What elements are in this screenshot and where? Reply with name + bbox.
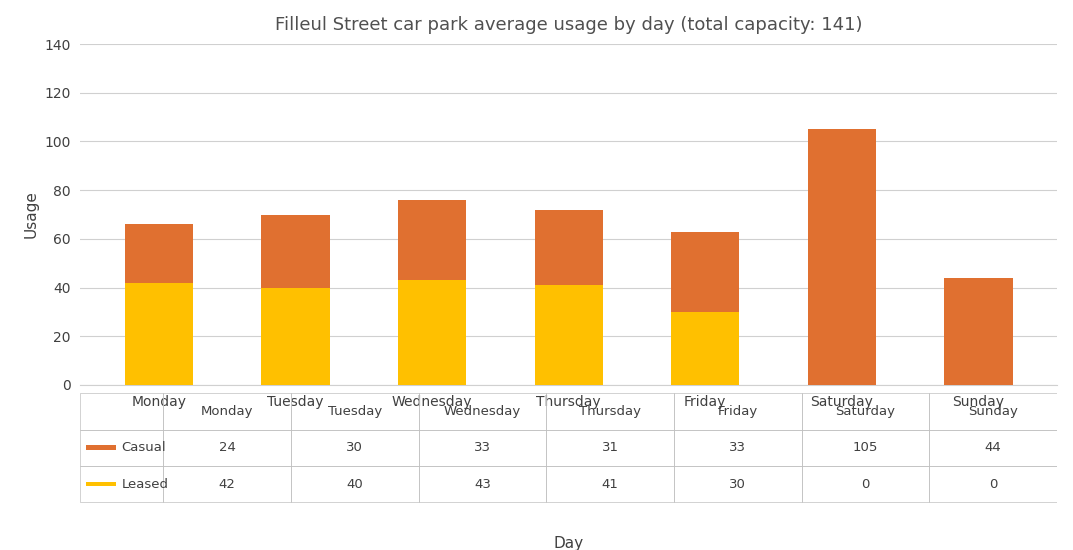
Bar [398,200,467,280]
Bar [808,129,876,385]
Text: Tuesday: Tuesday [327,405,382,418]
Bar [929,466,1057,502]
Text: Saturday: Saturday [836,405,896,418]
Bar [80,466,163,502]
Text: 31: 31 [602,441,619,454]
Text: 0: 0 [989,477,997,491]
Bar [674,430,802,466]
Bar [418,430,546,466]
Text: Friday: Friday [718,405,758,418]
Text: Monday: Monday [201,405,253,418]
Text: 105: 105 [853,441,878,454]
Bar [802,393,929,430]
Text: Sunday: Sunday [968,405,1018,418]
Text: 30: 30 [347,441,364,454]
Bar [291,393,418,430]
Bar [163,466,291,502]
Bar [86,482,116,487]
Bar [671,312,739,385]
Y-axis label: Usage: Usage [24,190,39,239]
Bar [163,393,291,430]
Bar [80,430,163,466]
Bar [262,214,329,288]
Text: Casual: Casual [121,441,166,454]
Bar [291,430,418,466]
Text: 30: 30 [730,477,746,491]
Bar [546,393,674,430]
Bar [534,210,603,285]
Text: 33: 33 [730,441,747,454]
Bar [944,278,1013,385]
Bar [262,288,329,385]
Bar [418,466,546,502]
Bar [929,430,1057,466]
Bar [674,393,802,430]
Bar [546,466,674,502]
Bar [802,466,929,502]
Bar [163,430,291,466]
Bar [124,283,193,385]
Text: 33: 33 [474,441,491,454]
Text: 42: 42 [219,477,236,491]
Text: 40: 40 [347,477,364,491]
Text: 44: 44 [985,441,1001,454]
Text: Thursday: Thursday [579,405,642,418]
Bar [802,430,929,466]
Bar [671,232,739,312]
Text: 0: 0 [862,477,869,491]
Text: 41: 41 [602,477,619,491]
Bar [674,466,802,502]
Bar [124,224,193,283]
Text: Wednesday: Wednesday [444,405,521,418]
Bar [929,393,1057,430]
Bar [534,285,603,385]
Text: 43: 43 [474,477,491,491]
Bar [86,446,116,450]
Text: 24: 24 [219,441,236,454]
Text: Leased: Leased [121,477,168,491]
Bar [398,280,467,385]
Bar [418,393,546,430]
Bar [80,393,163,430]
Bar [291,466,418,502]
Bar [546,430,674,466]
Title: Filleul Street car park average usage by day (total capacity: 141): Filleul Street car park average usage by… [275,16,863,34]
Text: Day: Day [554,536,584,550]
